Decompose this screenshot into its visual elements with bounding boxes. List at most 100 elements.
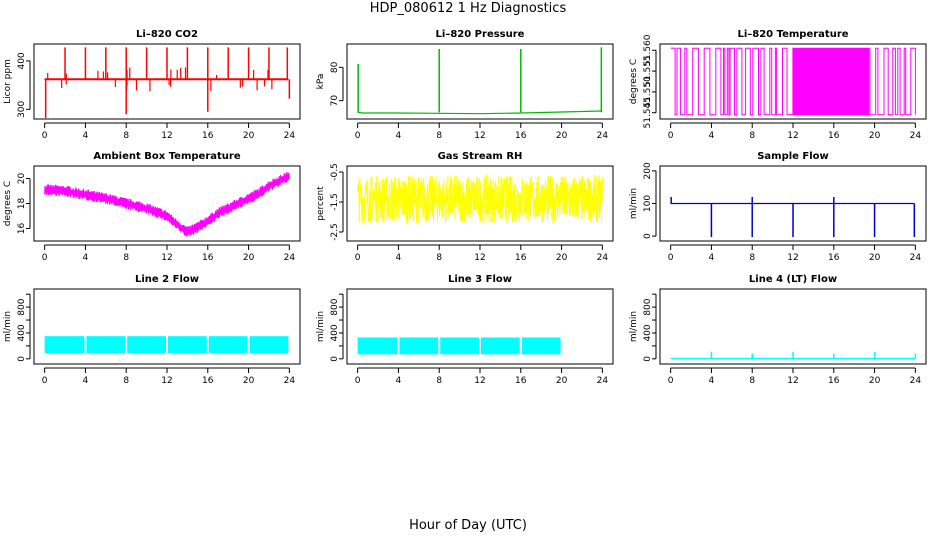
x-tick-label: 24 <box>284 376 296 386</box>
x-tick-label: 20 <box>556 253 568 263</box>
y-tick-label: 51.550 <box>643 76 653 108</box>
x-tick-label: 4 <box>83 376 89 386</box>
flow-band-segment <box>357 337 398 355</box>
y-tick-label: 100 <box>643 195 653 212</box>
x-tick-label: 8 <box>749 131 755 141</box>
x-axis: 0 4 8 12 16 20 24 <box>42 244 295 263</box>
panel-title: Li–820 Pressure <box>436 29 525 40</box>
y-tick-label: 0 <box>17 356 27 362</box>
flow-band-segment <box>44 336 85 354</box>
y-tick-label: -2.5 <box>330 223 340 241</box>
x-tick-label: 24 <box>910 131 922 141</box>
y-axis-label: degrees C <box>3 181 13 226</box>
flow-band-segment <box>440 337 479 355</box>
panel-frame <box>659 165 927 242</box>
y-tick-label: 20 <box>17 173 27 185</box>
y-tick-label: 400 <box>330 324 340 341</box>
panel-2: Li–820 Pressure 0 4 8 12 16 20 24 70 80 kPa <box>316 29 614 141</box>
x-axis: 0 4 8 12 16 20 24 <box>42 122 295 141</box>
x-tick-label: 20 <box>869 253 881 263</box>
x-tick-label: 8 <box>749 376 755 386</box>
x-axis: 0 4 8 12 16 20 24 <box>668 244 922 263</box>
y-axis-label: Licor ppm <box>3 59 13 104</box>
panel-8: Line 3 Flow 0 4 8 12 16 20 24 0 400 800 ml/min <box>316 274 614 386</box>
x-tick-label: 12 <box>787 131 798 141</box>
x-tick-label: 20 <box>243 131 255 141</box>
x-tick-label: 0 <box>42 376 48 386</box>
x-tick-label: 4 <box>709 131 715 141</box>
data-layer <box>670 47 916 116</box>
x-tick-label: 16 <box>828 376 840 386</box>
y-axis-label: kPa <box>316 74 326 90</box>
x-tick-label: 12 <box>474 131 485 141</box>
data-layer <box>357 47 603 115</box>
data-layer <box>44 47 291 119</box>
x-tick-label: 12 <box>161 131 172 141</box>
panel-title: Li–820 Temperature <box>737 29 848 40</box>
y-axis: 300 400 <box>17 52 31 118</box>
x-tick-label: 8 <box>123 253 129 263</box>
x-tick-label: 16 <box>202 376 214 386</box>
x-axis: 0 4 8 12 16 20 24 <box>668 122 922 141</box>
data-layer <box>44 336 289 354</box>
x-tick-label: 16 <box>828 131 840 141</box>
panel-frame <box>346 43 614 120</box>
x-axis: 0 4 8 12 16 20 24 <box>355 367 608 386</box>
x-axis: 0 4 8 12 16 20 24 <box>355 244 608 263</box>
x-tick-label: 16 <box>515 253 527 263</box>
flow-band-segment <box>399 337 439 355</box>
x-tick-label: 0 <box>355 376 361 386</box>
y-tick-label: -1.5 <box>330 193 340 211</box>
flow-band-segment <box>481 337 520 355</box>
panel-4: Ambient Box Temperature 0 4 8 12 16 20 24 16 18 20… <box>3 151 301 263</box>
panel-title: Gas Stream RH <box>438 151 523 162</box>
y-tick-label: 400 <box>17 324 27 341</box>
panel-title: Li–820 CO2 <box>136 29 198 40</box>
x-tick-label: 4 <box>709 376 715 386</box>
y-tick-label: 51.560 <box>643 34 653 66</box>
x-tick-label: 12 <box>787 376 798 386</box>
x-tick-label: 4 <box>709 253 715 263</box>
y-tick-label: -0.5 <box>330 163 340 181</box>
x-tick-label: 4 <box>396 253 402 263</box>
x-tick-label: 8 <box>123 131 129 141</box>
x-tick-label: 20 <box>243 376 255 386</box>
x-tick-label: 20 <box>869 131 881 141</box>
panel-frame <box>33 165 301 242</box>
panel-title: Sample Flow <box>757 151 829 162</box>
y-axis-label: degrees C <box>629 59 639 104</box>
series-line <box>670 47 916 116</box>
panel-title: Line 4 (LT) Flow <box>749 274 837 285</box>
x-tick-label: 8 <box>123 376 129 386</box>
x-tick-label: 4 <box>396 131 402 141</box>
x-tick-label: 12 <box>474 253 485 263</box>
x-tick-label: 4 <box>83 253 89 263</box>
y-axis: 16 18 20 <box>17 173 31 235</box>
x-tick-label: 16 <box>515 131 527 141</box>
y-tick-label: 16 <box>17 223 27 235</box>
y-tick-label: 800 <box>643 298 653 315</box>
y-axis: 0 400 800 <box>17 293 31 362</box>
x-tick-label: 16 <box>202 131 214 141</box>
panel-5: Gas Stream RH 0 4 8 12 16 20 24 -2.5 -1.5 -0.5 perc… <box>316 151 614 263</box>
x-tick-label: 24 <box>910 253 922 263</box>
series-line <box>44 171 290 237</box>
panel-6: Sample Flow 0 4 8 12 16 20 24 0 100 200 ml/min <box>629 151 927 263</box>
x-tick-label: 4 <box>396 376 402 386</box>
x-tick-label: 20 <box>869 376 881 386</box>
y-axis-label: ml/min <box>3 311 13 342</box>
y-tick-label: 800 <box>17 298 27 315</box>
flow-band-segment <box>249 336 289 354</box>
flow-band-segment <box>127 336 166 354</box>
x-tick-label: 0 <box>668 131 674 141</box>
panel-9: Line 4 (LT) Flow 0 4 8 12 16 20 24 0 400 800 ml/min <box>629 274 927 386</box>
y-tick-label: 51.545 <box>643 97 653 129</box>
y-axis: 70 80 <box>330 61 344 106</box>
flow-band-segment <box>168 336 207 354</box>
y-tick-label: 0 <box>330 356 340 362</box>
x-tick-label: 16 <box>515 376 527 386</box>
y-axis-label: percent <box>316 186 326 221</box>
x-axis: 0 4 8 12 16 20 24 <box>42 367 296 386</box>
